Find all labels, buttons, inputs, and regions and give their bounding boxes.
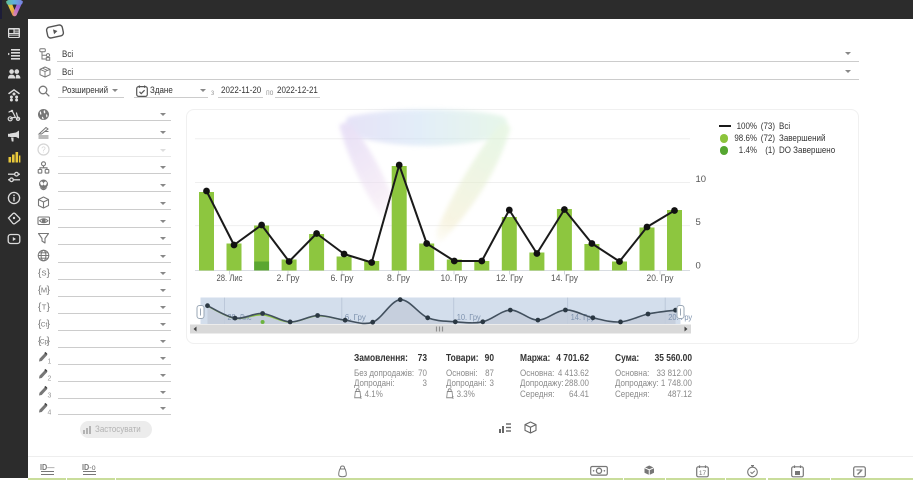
svg-text:{: { <box>38 319 42 330</box>
svg-text:{: { <box>38 302 42 313</box>
svg-text:14. Гру: 14. Гру <box>571 312 596 322</box>
svg-text:M: M <box>41 286 47 295</box>
svg-text:28. Лис: 28. Лис <box>217 273 243 284</box>
svg-text:{: { <box>38 285 42 296</box>
svg-text:10: 10 <box>696 174 707 185</box>
svg-text:T: T <box>42 303 47 312</box>
svg-text:Ct: Ct <box>41 322 48 329</box>
svg-text:3: 3 <box>48 393 52 399</box>
svg-text:{: { <box>38 336 42 347</box>
svg-text:17: 17 <box>699 470 707 477</box>
svg-text:1: 1 <box>48 359 52 365</box>
svg-text:x: x <box>452 395 455 399</box>
svg-text:20. Гру: 20. Гру <box>647 273 674 284</box>
svg-text:}: } <box>47 268 51 279</box>
svg-text:6. Гру: 6. Гру <box>331 273 354 284</box>
svg-text:}: } <box>47 302 51 313</box>
svg-text:4: 4 <box>48 409 52 415</box>
svg-text:8. Гру: 8. Гру <box>387 273 410 284</box>
svg-text:}: } <box>47 285 51 296</box>
svg-text:x: x <box>360 395 363 399</box>
svg-text:5: 5 <box>696 217 701 228</box>
svg-text:10. Гру: 10. Гру <box>457 312 482 322</box>
svg-text:}: } <box>47 336 51 347</box>
svg-text:0: 0 <box>696 261 701 272</box>
svg-text:12. Гру: 12. Гру <box>496 273 523 284</box>
svg-text:10. Гру: 10. Гру <box>441 273 468 284</box>
svg-text:14. Гру: 14. Гру <box>551 273 578 284</box>
svg-text:S: S <box>41 269 46 278</box>
svg-text:Cp: Cp <box>40 339 49 346</box>
svg-text:{: { <box>38 268 42 279</box>
svg-text:28. Лис: 28. Лис <box>228 312 253 322</box>
svg-text:2: 2 <box>48 376 52 382</box>
svg-text:}: } <box>47 319 51 330</box>
svg-text:6. Гру: 6. Гру <box>345 312 367 322</box>
svg-text:2. Гру: 2. Гру <box>277 273 300 284</box>
svg-text:?: ? <box>41 146 46 155</box>
